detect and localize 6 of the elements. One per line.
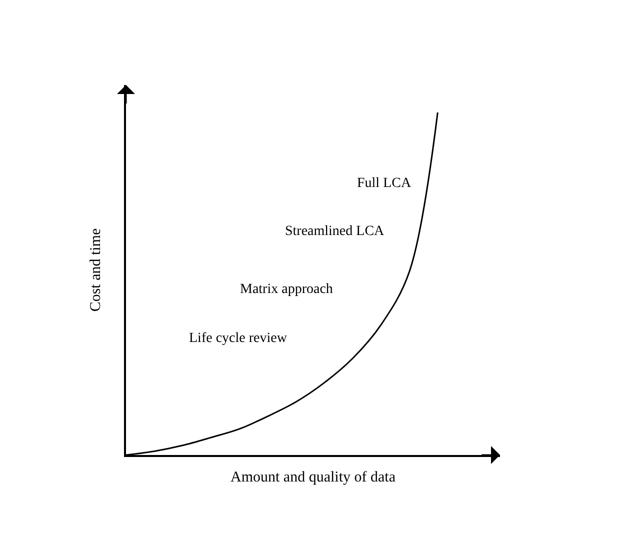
- annotation: Matrix approach: [240, 282, 333, 297]
- annotation: Streamlined LCA: [285, 224, 386, 239]
- annotation: Life cycle review: [189, 331, 288, 346]
- annotation: Full LCA: [357, 176, 412, 191]
- y-axis-title: Cost and time: [88, 228, 104, 312]
- x-axis-title: Amount and quality of data: [230, 469, 396, 486]
